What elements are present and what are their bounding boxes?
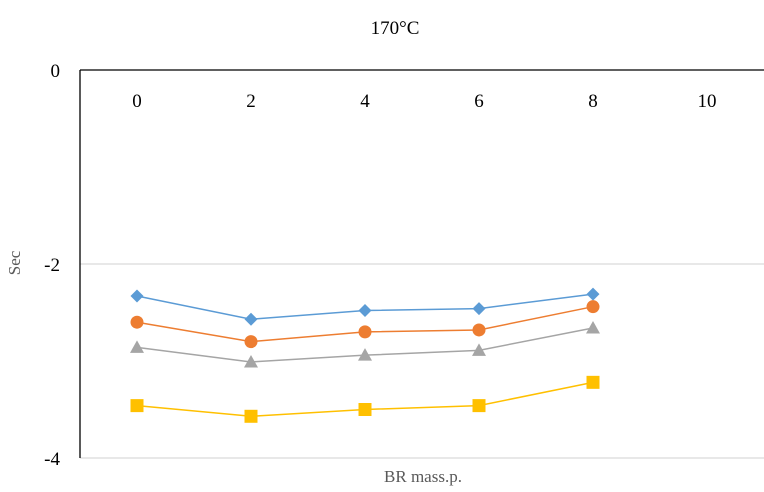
series-3-point-3 <box>472 343 486 356</box>
series-1-point-3 <box>472 302 486 316</box>
series-1-point-4 <box>586 287 600 301</box>
x-tick-labels: 0 2 4 6 8 10 <box>132 91 716 112</box>
x-axis-label: BR mass.p. <box>384 467 462 486</box>
series-1-point-1 <box>244 312 258 326</box>
series-2-point-3 <box>472 323 486 337</box>
x-tick-label: 10 <box>698 91 717 112</box>
gridlines <box>80 263 764 459</box>
x-tick-label: 0 <box>132 91 142 112</box>
series-3-point-4 <box>586 321 600 334</box>
series-4-point-4 <box>586 375 600 389</box>
series-4-point-2 <box>358 403 372 416</box>
series-2-point-0 <box>130 315 144 329</box>
series-4-point-1 <box>244 409 258 423</box>
y-tick-labels: 0 -2 -4 <box>44 61 60 470</box>
x-tick-label: 6 <box>474 91 484 112</box>
x-tick-label: 2 <box>246 91 256 112</box>
series-1-point-2 <box>358 304 372 318</box>
series-2-point-1 <box>244 335 258 349</box>
x-tick-label: 4 <box>360 91 370 112</box>
y-tick-label: 0 <box>51 61 61 82</box>
series-2-point-4 <box>586 300 600 314</box>
series-4-point-0 <box>130 399 144 413</box>
series-4-point-3 <box>472 399 486 413</box>
y-tick-label: -2 <box>44 255 60 276</box>
series-3-point-0 <box>130 340 144 353</box>
y-axis-label: Sec <box>5 250 24 275</box>
series-group <box>130 287 600 423</box>
x-tick-label: 8 <box>588 91 598 112</box>
y-tick-label: -4 <box>44 449 60 470</box>
series-3-point-2 <box>358 348 372 361</box>
series-2-point-2 <box>358 325 372 339</box>
chart-title: 170°C <box>371 18 420 39</box>
series-3-point-1 <box>244 354 258 368</box>
series-1-point-0 <box>130 289 144 303</box>
